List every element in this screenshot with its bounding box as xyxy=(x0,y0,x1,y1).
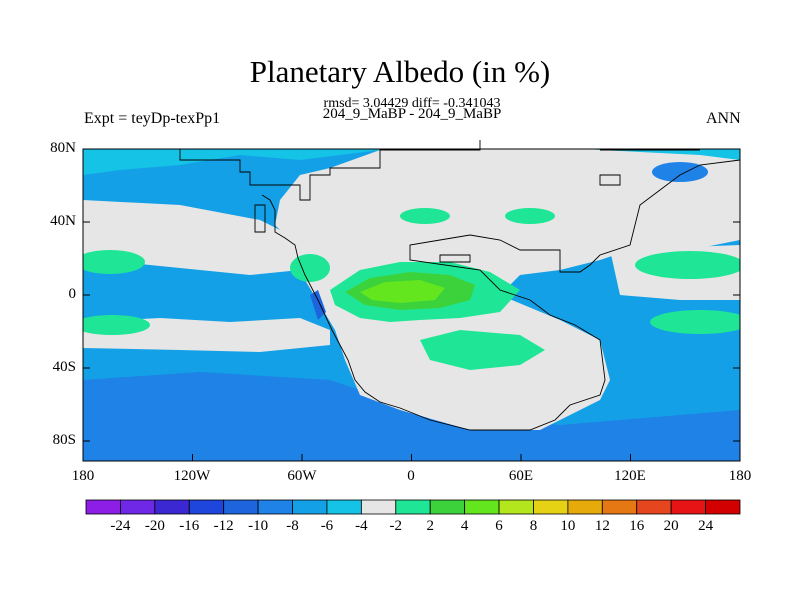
colorbar-label: 8 xyxy=(529,518,538,534)
lat-tick-label: 80S xyxy=(52,432,76,448)
lat-tick-label: 80N xyxy=(50,140,76,156)
stats-line: rmsd= 3.04429 diff= -0.341043 xyxy=(323,96,501,111)
colorbar-label: -8 xyxy=(286,518,299,534)
positive-anomaly-core xyxy=(360,280,445,303)
negative-anomaly-coast xyxy=(310,290,326,320)
lat-tick-label: 40S xyxy=(52,359,76,375)
colorbar-swatch xyxy=(154,499,190,515)
positive-anomaly-north-interior xyxy=(400,208,450,224)
season-label: ANN xyxy=(706,110,741,127)
map-title: Planetary Albedo (in %) xyxy=(249,54,551,89)
positive-anomaly-east-south xyxy=(650,310,740,334)
positive-anomaly-west-coast xyxy=(290,254,330,282)
colorbar-swatch xyxy=(498,499,534,515)
lon-tick-label: 0 xyxy=(407,468,415,484)
lon-tick-label: 60W xyxy=(287,468,317,484)
lon-tick-label: 60E xyxy=(508,468,534,484)
colorbar-swatch xyxy=(395,499,431,515)
colorbar-swatch xyxy=(326,499,362,515)
colorbar-label: 12 xyxy=(594,518,610,534)
colorbar-swatch xyxy=(223,499,259,515)
colorbar-swatch xyxy=(85,499,121,515)
lat-tick-label: 0 xyxy=(68,286,77,302)
colorbar-swatch xyxy=(464,499,500,515)
colorbar-label: 6 xyxy=(495,518,503,534)
coastline xyxy=(83,140,741,431)
coastline-islands xyxy=(254,174,621,263)
colorbar-label: 2 xyxy=(426,518,434,534)
colorbar-label: -12 xyxy=(213,518,234,534)
map-fields xyxy=(83,149,740,461)
colorbar-swatch xyxy=(601,499,638,515)
colorbar-label: -2 xyxy=(389,518,403,534)
colorbar-swatch xyxy=(636,499,672,515)
experiment-label: Expt = teyDp-texPp1 xyxy=(84,110,221,127)
positive-anomaly-east-north xyxy=(635,251,740,279)
colorbar-label: 24 xyxy=(698,518,714,534)
colorbar-swatch xyxy=(705,499,741,515)
colorbar xyxy=(85,499,741,515)
positive-anomaly-west-south xyxy=(83,315,150,335)
negative-anomaly-northeast xyxy=(652,162,708,182)
colorbar-swatch xyxy=(292,499,328,515)
lon-tick-label: 180 xyxy=(728,468,752,484)
colorbar-swatch xyxy=(429,499,466,515)
colorbar-label: 16 xyxy=(629,518,645,534)
colorbar-swatch xyxy=(360,499,397,515)
colorbar-swatch xyxy=(257,499,293,515)
colorbar-swatch xyxy=(670,499,706,515)
colorbar-label: -10 xyxy=(248,518,269,534)
lon-tick-label: 120W xyxy=(173,468,211,484)
lon-tick-label: 120E xyxy=(614,468,646,484)
colorbar-label: -16 xyxy=(179,518,200,534)
colorbar-label: -20 xyxy=(144,518,165,534)
lon-tick-label: 180 xyxy=(71,468,95,484)
colorbar-label: 4 xyxy=(460,518,469,534)
axis-ticks xyxy=(82,148,741,461)
southern-ocean xyxy=(83,372,740,461)
colorbar-swatch xyxy=(120,499,156,515)
positive-anomaly-west-north xyxy=(83,250,145,274)
positive-anomaly-south xyxy=(420,330,545,370)
colorbar-label: -24 xyxy=(110,518,131,534)
colorbar-label: -6 xyxy=(320,518,334,534)
lat-tick-label: 40N xyxy=(50,213,76,229)
colorbar-label: 20 xyxy=(663,518,679,534)
colorbar-label: 10 xyxy=(560,518,576,534)
colorbar-swatch xyxy=(533,499,569,515)
colorbar-label: -4 xyxy=(355,518,368,534)
positive-anomaly-northeast-interior xyxy=(505,208,555,224)
landmass xyxy=(275,149,740,430)
comparison-line: 204_9_MaBP - 204_9_MaBP xyxy=(322,106,502,122)
colorbar-swatch xyxy=(188,499,225,515)
colorbar-swatch xyxy=(567,499,603,515)
